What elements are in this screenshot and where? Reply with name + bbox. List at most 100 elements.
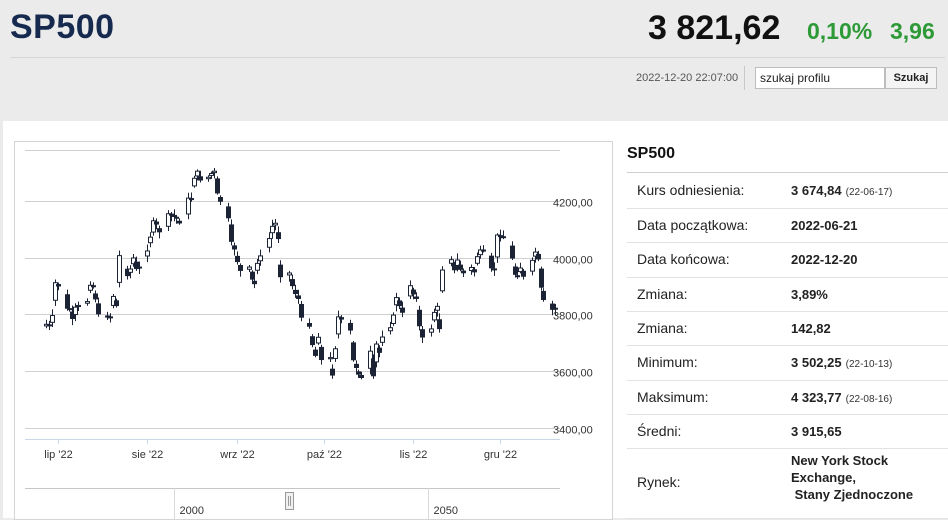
info-row-label: Rynek:: [637, 474, 681, 490]
info-row: Data początkowa: 2022-06-21: [627, 208, 948, 243]
candle-down: [157, 228, 162, 233]
info-row: Średni: 3 915,65: [627, 414, 948, 449]
candle-up: [435, 305, 440, 311]
info-row-date-note: (22-06-17): [845, 187, 893, 198]
info-row-value-line: New York Stock: [791, 453, 889, 468]
candle-down: [414, 296, 419, 299]
y-axis-tick-label: 4200,00: [553, 198, 593, 210]
info-row-label: Data początkowa:: [637, 217, 749, 233]
info-row-value-text: 3 502,25: [791, 355, 842, 370]
candle-down: [498, 235, 503, 238]
candle-up: [495, 234, 500, 258]
info-row-value: 3 502,25 (22-10-13): [791, 355, 892, 370]
info-row: Zmiana: 3,89%: [627, 277, 948, 312]
price-chart[interactable]: 4200,00 4000,00 3800,00 3600,00 3400,00 lip '…: [14, 141, 613, 520]
candle-down: [319, 346, 324, 361]
candle-up: [374, 343, 379, 363]
candle-down: [539, 268, 544, 288]
candle-down: [189, 198, 194, 201]
candle-down: [348, 322, 353, 331]
candle-up: [518, 267, 523, 273]
candle-down: [397, 300, 402, 307]
candle-up: [145, 250, 150, 257]
info-row: Minimum: 3 502,25 (22-10-13): [627, 345, 948, 381]
candle-up: [475, 256, 480, 264]
info-row: Rynek: New York Stock Exchange, Stany Zjed…: [627, 448, 948, 519]
candle-down: [420, 329, 425, 338]
candle-down: [169, 213, 174, 216]
info-row-value: 3,89%: [791, 287, 828, 302]
candle-down: [91, 285, 96, 288]
candle-down: [172, 215, 177, 218]
candle-up: [212, 170, 217, 174]
candle-down: [278, 264, 283, 278]
y-axis-tick-label: 3600,00: [553, 368, 593, 380]
candle-down: [550, 303, 555, 310]
candle-down: [238, 265, 243, 271]
candle-down: [226, 206, 231, 219]
candle-up: [328, 357, 333, 360]
navigator-label: 2050: [434, 505, 458, 517]
info-row-value-text: 3,89%: [791, 287, 828, 302]
candle-down: [356, 371, 361, 375]
candle-down: [290, 279, 295, 287]
info-row-value-text: 2022-06-21: [791, 218, 858, 233]
candle-up: [530, 259, 535, 272]
header-bar: SP500 3 821,62 0,10% 3,96 2022-12-20 22:…: [0, 0, 948, 98]
info-title-divider: [627, 172, 948, 173]
candle-down: [541, 290, 546, 300]
search-button[interactable]: Szukaj: [885, 67, 937, 89]
x-axis-label: wrz '22: [219, 449, 255, 461]
info-row: Maksimum: 4 323,77 (22-08-16): [627, 380, 948, 415]
candle-down: [296, 295, 301, 299]
candle-up: [195, 170, 200, 177]
info-row-value-line: Stany Zjednoczone: [791, 487, 914, 502]
candle-down: [359, 374, 364, 379]
candle-up: [209, 172, 214, 176]
candle-down: [67, 308, 72, 311]
info-row-value: 4 323,77 (22-08-16): [791, 390, 892, 405]
symbol-title: SP500: [10, 8, 115, 46]
info-row-label: Data końcowa:: [637, 251, 730, 267]
candle-up: [553, 307, 558, 310]
candle-up: [255, 262, 260, 271]
candle-down: [96, 303, 101, 315]
candle-down: [536, 253, 541, 260]
candle-down: [198, 176, 203, 181]
candle-down: [521, 270, 526, 277]
info-row-label: Maksimum:: [637, 389, 709, 405]
candle-down: [299, 303, 304, 318]
info-row-value: 2022-06-21: [791, 218, 858, 233]
candle-down: [252, 280, 257, 285]
candle-down: [307, 322, 312, 327]
candle-down: [47, 324, 52, 327]
navigator-handle: [285, 492, 294, 510]
candle-down: [417, 309, 422, 327]
candle-down: [310, 336, 315, 346]
candle-up: [336, 316, 341, 335]
candle-down: [177, 220, 182, 224]
candle-up: [128, 268, 133, 273]
info-row-value: 3 915,65: [791, 424, 842, 439]
candle-down: [501, 236, 506, 239]
candle-up: [137, 266, 142, 269]
candle-down: [400, 307, 405, 313]
candle-up: [85, 301, 90, 304]
candle-down: [134, 261, 139, 270]
info-row-date-note: (22-10-13): [845, 359, 893, 370]
candle-up: [391, 314, 396, 324]
candle-up: [88, 284, 93, 291]
candle-up: [50, 315, 55, 323]
candle-down: [437, 319, 442, 330]
candle-down: [515, 275, 520, 278]
candle-up: [166, 213, 171, 227]
profile-search-input[interactable]: [755, 67, 885, 89]
x-axis-label: paź '22: [307, 449, 342, 461]
x-axis-label: lis '22: [400, 449, 428, 461]
candle-down: [250, 271, 255, 280]
change-absolute: 3,96: [890, 18, 935, 44]
info-row-value: New York Stock Exchange, Stany Zjednoczon…: [791, 452, 913, 503]
candle-up: [76, 304, 81, 308]
candle-up: [478, 249, 483, 256]
candle-up: [148, 236, 153, 244]
